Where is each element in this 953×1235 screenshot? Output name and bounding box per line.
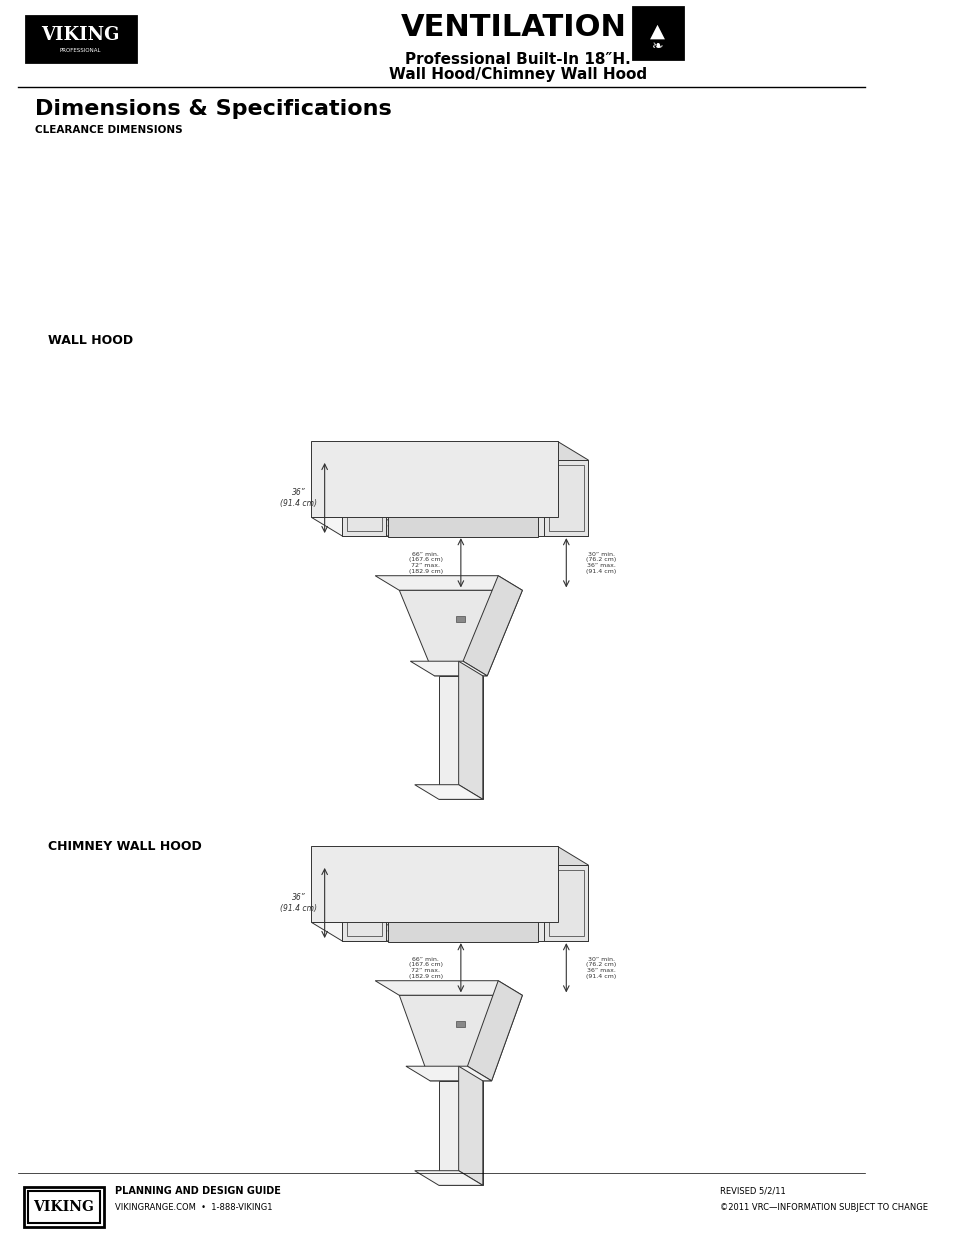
Polygon shape — [415, 784, 482, 799]
Circle shape — [513, 484, 517, 490]
Circle shape — [407, 484, 413, 490]
Polygon shape — [544, 864, 588, 941]
Polygon shape — [406, 1066, 491, 1081]
Polygon shape — [410, 458, 516, 483]
Text: VENTILATION: VENTILATION — [401, 12, 626, 42]
Polygon shape — [342, 459, 588, 536]
Polygon shape — [415, 1171, 482, 1186]
Polygon shape — [360, 520, 537, 536]
Text: Professional Built-In 18″H.: Professional Built-In 18″H. — [405, 53, 630, 68]
Circle shape — [460, 889, 465, 895]
Polygon shape — [399, 995, 522, 1081]
FancyBboxPatch shape — [24, 1187, 104, 1228]
Text: 36”
(91.4 cm): 36” (91.4 cm) — [280, 488, 317, 508]
Polygon shape — [438, 1081, 482, 1186]
Polygon shape — [360, 925, 537, 941]
Text: PROFESSIONAL: PROFESSIONAL — [60, 47, 101, 53]
Bar — [456, 1021, 465, 1026]
Text: 36”
(91.4 cm): 36” (91.4 cm) — [280, 893, 317, 913]
Polygon shape — [311, 846, 557, 923]
Text: 30” min.
(76.2 cm)
36” max.
(91.4 cm): 30” min. (76.2 cm) 36” max. (91.4 cm) — [586, 552, 616, 574]
Polygon shape — [375, 981, 522, 995]
Polygon shape — [342, 864, 386, 941]
Text: VIKINGRANGE.COM  •  1-888-VIKING1: VIKINGRANGE.COM • 1-888-VIKING1 — [114, 1203, 272, 1213]
Circle shape — [486, 889, 492, 895]
Circle shape — [407, 889, 413, 895]
Polygon shape — [467, 981, 522, 1081]
FancyBboxPatch shape — [632, 7, 682, 59]
Polygon shape — [458, 1066, 482, 1186]
Text: 66” min.
(167.6 cm)
72” max.
(182.9 cm): 66” min. (167.6 cm) 72” max. (182.9 cm) — [408, 957, 442, 979]
Text: REVISED 5/2/11: REVISED 5/2/11 — [719, 1187, 784, 1195]
Circle shape — [460, 484, 465, 490]
Circle shape — [434, 889, 439, 895]
Text: PLANNING AND DESIGN GUIDE: PLANNING AND DESIGN GUIDE — [114, 1186, 280, 1195]
Polygon shape — [311, 517, 588, 536]
Polygon shape — [311, 441, 557, 517]
Circle shape — [486, 484, 492, 490]
Text: VIKING: VIKING — [33, 1200, 94, 1214]
Polygon shape — [557, 441, 588, 536]
Polygon shape — [544, 459, 588, 536]
Text: ©2011 VRC—INFORMATION SUBJECT TO CHANGE: ©2011 VRC—INFORMATION SUBJECT TO CHANGE — [719, 1203, 926, 1213]
Text: CHIMNEY WALL HOOD: CHIMNEY WALL HOOD — [48, 841, 202, 853]
Circle shape — [434, 484, 439, 490]
Polygon shape — [438, 676, 482, 799]
Polygon shape — [399, 590, 522, 676]
Circle shape — [513, 889, 517, 895]
Bar — [456, 616, 465, 622]
Polygon shape — [557, 846, 588, 941]
Polygon shape — [311, 923, 588, 941]
Text: ❧: ❧ — [651, 40, 662, 53]
FancyBboxPatch shape — [28, 1191, 100, 1223]
Text: CLEARANCE DIMENSIONS: CLEARANCE DIMENSIONS — [35, 125, 183, 135]
Polygon shape — [342, 864, 588, 941]
Text: 30” min.
(76.2 cm)
36” max.
(91.4 cm): 30” min. (76.2 cm) 36” max. (91.4 cm) — [586, 957, 616, 979]
Text: ▲: ▲ — [649, 21, 664, 41]
FancyBboxPatch shape — [26, 16, 136, 62]
Polygon shape — [375, 576, 522, 590]
Text: Wall Hood/Chimney Wall Hood: Wall Hood/Chimney Wall Hood — [389, 68, 646, 83]
Polygon shape — [342, 459, 386, 536]
Text: 66” min.
(167.6 cm)
72” max.
(182.9 cm): 66” min. (167.6 cm) 72” max. (182.9 cm) — [408, 552, 442, 574]
Polygon shape — [458, 661, 482, 799]
Polygon shape — [410, 661, 487, 676]
Polygon shape — [410, 863, 516, 888]
Text: VIKING: VIKING — [41, 26, 119, 44]
Polygon shape — [388, 863, 537, 941]
Polygon shape — [388, 458, 537, 536]
Text: Dimensions & Specifications: Dimensions & Specifications — [35, 99, 392, 119]
Polygon shape — [462, 576, 522, 676]
Text: WALL HOOD: WALL HOOD — [48, 333, 133, 347]
